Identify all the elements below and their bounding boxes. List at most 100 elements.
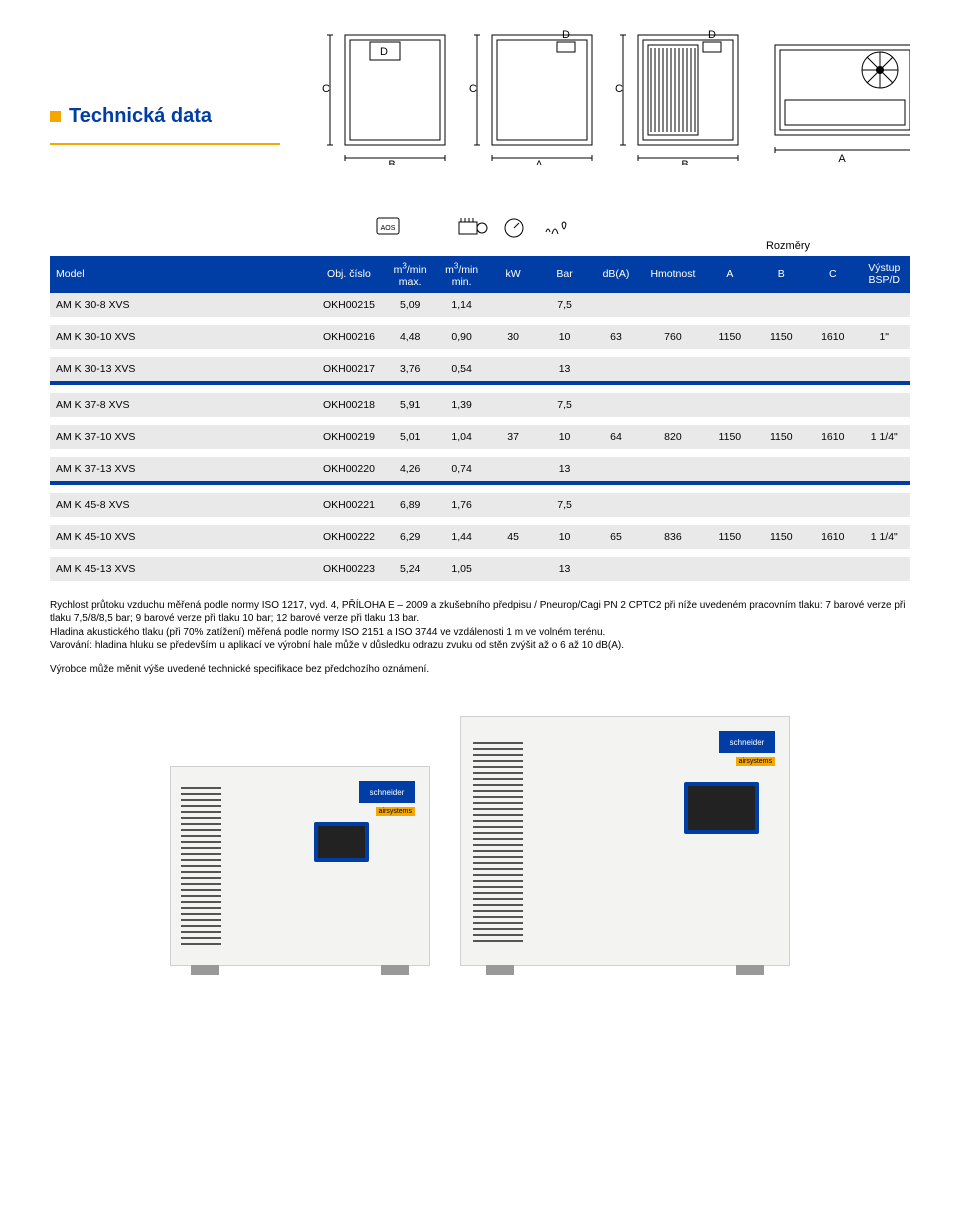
table-cell: 10 [539, 425, 590, 449]
table-cell: OKH00219 [313, 425, 384, 449]
table-cell: 1150 [756, 525, 807, 549]
table-cell [756, 457, 807, 481]
table-cell [642, 293, 704, 317]
table-cell: 63 [590, 325, 641, 349]
table-cell: 7,5 [539, 293, 590, 317]
flow-icon: AOS [373, 212, 403, 240]
th-m3max: m3/minmax. [384, 256, 435, 293]
table-cell [756, 493, 807, 517]
table-cell: 7,5 [539, 393, 590, 417]
table-cell: 4,26 [384, 457, 435, 481]
table-cell: 5,01 [384, 425, 435, 449]
table-cell: 0,54 [436, 357, 487, 381]
table-cell: 10 [539, 525, 590, 549]
table-cell [858, 293, 910, 317]
svg-text:B: B [388, 159, 395, 165]
th-model: Model [50, 256, 313, 293]
table-row: AM K 37-13 XVSOKH002204,260,7413 [50, 457, 910, 481]
svg-text:AOS: AOS [381, 225, 396, 232]
th-a: A [704, 256, 755, 293]
table-cell: OKH00222 [313, 525, 384, 549]
table-cell [704, 557, 755, 581]
table-cell: 1,39 [436, 393, 487, 417]
table-row: AM K 45-10 XVSOKH002226,291,444510658361… [50, 525, 910, 549]
table-cell [756, 293, 807, 317]
table-cell [704, 357, 755, 381]
table-cell [807, 557, 858, 581]
svg-text:C: C [322, 83, 330, 95]
diagram-front-3: C D B [613, 30, 746, 165]
table-row: AM K 45-13 XVSOKH002235,241,0513 [50, 557, 910, 581]
table-cell: 1150 [704, 525, 755, 549]
table-row: AM K 30-8 XVSOKH002155,091,147,5 [50, 293, 910, 317]
table-cell [756, 357, 807, 381]
table-cell: 37 [487, 425, 538, 449]
table-cell [858, 457, 910, 481]
diagram-top: B D A [760, 30, 910, 165]
table-cell [704, 493, 755, 517]
footnotes: Rychlost průtoku vzduchu měřená podle no… [50, 599, 910, 677]
rozm-label: Rozměry [50, 240, 910, 252]
product-images-row: schneider airsystems schneider airsystem… [50, 716, 910, 966]
table-cell: 1,05 [436, 557, 487, 581]
table-cell [487, 293, 538, 317]
table-cell [807, 457, 858, 481]
table-cell [858, 557, 910, 581]
footnote-1: Rychlost průtoku vzduchu měřená podle no… [50, 599, 910, 653]
table-cell: OKH00220 [313, 457, 384, 481]
table-cell: AM K 37-8 XVS [50, 393, 313, 417]
table-cell: AM K 45-13 XVS [50, 557, 313, 581]
table-cell: 1 1/4" [858, 425, 910, 449]
table-cell: 45 [487, 525, 538, 549]
table-cell: 10 [539, 325, 590, 349]
table-cell [487, 357, 538, 381]
th-obj: Obj. číslo [313, 256, 384, 293]
table-cell: AM K 30-8 XVS [50, 293, 313, 317]
svg-text:D: D [562, 30, 570, 41]
table-cell [858, 493, 910, 517]
table-cell: OKH00215 [313, 293, 384, 317]
th-db: dB(A) [590, 256, 641, 293]
table-cell [487, 457, 538, 481]
table-cell: 5,91 [384, 393, 435, 417]
table-cell: 1150 [756, 325, 807, 349]
th-hm: Hmotnost [642, 256, 704, 293]
table-cell: 5,24 [384, 557, 435, 581]
table-cell [487, 493, 538, 517]
table-cell [756, 393, 807, 417]
table-cell: 1" [858, 325, 910, 349]
table-cell [807, 393, 858, 417]
table-cell: 820 [642, 425, 704, 449]
table-cell: 6,29 [384, 525, 435, 549]
table-cell: 64 [590, 425, 641, 449]
table-cell [642, 393, 704, 417]
th-m3min: m3/minmin. [436, 256, 487, 293]
table-cell: 30 [487, 325, 538, 349]
table-cell: 1150 [756, 425, 807, 449]
table-cell: AM K 37-10 XVS [50, 425, 313, 449]
table-cell: OKH00221 [313, 493, 384, 517]
table-cell: AM K 45-10 XVS [50, 525, 313, 549]
table-cell: AM K 37-13 XVS [50, 457, 313, 481]
svg-text:D: D [380, 46, 388, 58]
table-cell [642, 357, 704, 381]
table-cell [590, 557, 641, 581]
diagram-front-1: C D B [320, 30, 453, 165]
table-row: AM K 37-8 XVSOKH002185,911,397,5 [50, 393, 910, 417]
table-cell: 760 [642, 325, 704, 349]
spec-table: Model Obj. číslo m3/minmax. m3/minmin. k… [50, 256, 910, 581]
table-cell: 1610 [807, 425, 858, 449]
th-b: B [756, 256, 807, 293]
brand-badge: schneider [719, 731, 775, 753]
table-cell [858, 357, 910, 381]
title-marker-icon [50, 111, 61, 122]
table-cell: 1,04 [436, 425, 487, 449]
diagram-front-2: C D A [467, 30, 600, 165]
table-cell: 0,90 [436, 325, 487, 349]
table-cell [756, 557, 807, 581]
table-cell: 6,89 [384, 493, 435, 517]
table-cell: AM K 30-10 XVS [50, 325, 313, 349]
svg-text:A: A [535, 159, 543, 165]
table-cell: 13 [539, 457, 590, 481]
table-cell [642, 457, 704, 481]
